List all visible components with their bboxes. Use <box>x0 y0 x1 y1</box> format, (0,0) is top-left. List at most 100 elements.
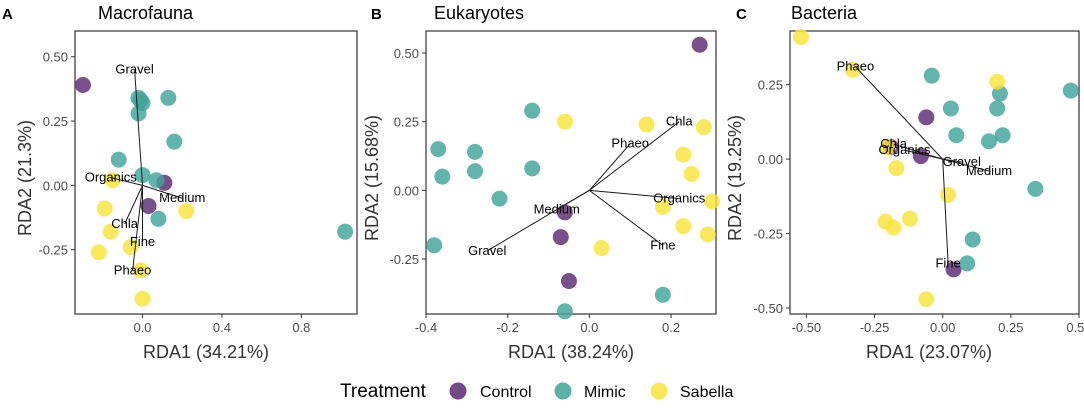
panel-bacteria: C Bacteria RDA2 (19.25%) RDA1 (23.07%) <box>725 3 992 362</box>
vector-organics <box>110 177 143 186</box>
point-sabella <box>888 160 905 177</box>
x-tick-label: -0.2 <box>496 320 518 335</box>
y-tick-label: 0.00 <box>758 152 783 167</box>
y-tick-label: 0.25 <box>394 115 419 130</box>
point-sabella <box>918 291 935 308</box>
point-mimic <box>989 100 1006 117</box>
y-tick-label: 0.00 <box>43 178 68 193</box>
vector-phaeo <box>132 185 144 271</box>
y-tick-label: -0.25 <box>753 227 783 242</box>
point-mimic <box>654 286 671 303</box>
point-control <box>691 36 708 53</box>
point-mimic <box>981 133 998 150</box>
vector-label-chla: Chla <box>880 136 908 151</box>
vector-medium <box>942 158 990 172</box>
point-sabella <box>96 200 113 217</box>
x-tick-label: -0.50 <box>792 320 822 335</box>
point-sabella <box>695 119 712 136</box>
point-control <box>552 229 569 246</box>
point-mimic <box>430 141 447 158</box>
vector-phaeo <box>855 66 944 160</box>
vector-label-chla: Chla <box>666 114 694 129</box>
vector-label-medium: Medium <box>534 202 580 217</box>
point-mimic <box>166 133 183 150</box>
point-sabella <box>132 262 149 279</box>
point-mimic <box>923 67 940 84</box>
point-sabella <box>880 139 897 156</box>
vector-label-phaeo: Phaeo <box>837 59 875 74</box>
point-sabella <box>556 113 573 130</box>
vector-fine <box>589 189 664 246</box>
point-mimic <box>1027 180 1044 197</box>
point-sabella <box>901 210 918 227</box>
plot-area-bacteria: -0.50 -0.25 0.00 0.25 0.50 -0.50 -0.25 0.00 0.25… <box>753 28 1084 335</box>
vector-phaeo <box>589 143 631 191</box>
y-tick-label: -0.25 <box>389 252 419 267</box>
vector-label-fine: Fine <box>130 234 155 249</box>
panel-title: Bacteria <box>791 3 858 23</box>
x-tick-label: 0.8 <box>292 320 310 335</box>
point-mimic <box>1062 82 1079 99</box>
point-mimic <box>556 303 573 320</box>
point-mimic <box>110 151 127 168</box>
vector-chla <box>124 185 143 225</box>
x-axis-label: RDA1 (34.21%) <box>143 342 269 362</box>
vector-label-gravel: Gravel <box>943 154 981 169</box>
point-mimic <box>148 172 165 189</box>
vector-chla <box>589 121 680 191</box>
legend: Treatment Control Mimic Sabella <box>340 381 733 402</box>
point-mimic <box>491 190 508 207</box>
x-axis-label: RDA1 (38.24%) <box>508 342 634 362</box>
point-sabella <box>699 226 716 243</box>
vector-label-fine: Fine <box>935 255 960 270</box>
point-mimic <box>467 163 484 180</box>
vector-label-phaeo: Phaeo <box>611 136 649 151</box>
x-tick-label: 0.0 <box>133 320 151 335</box>
y-axis-label: RDA2 (15.68%) <box>362 115 382 241</box>
y-tick-label: 0.00 <box>394 183 419 198</box>
point-sabella <box>675 146 692 163</box>
y-axis-label: RDA2 (19.25%) <box>725 115 745 241</box>
x-tick-label: 0.2 <box>662 320 680 335</box>
x-tick-label: 0.50 <box>1066 320 1084 335</box>
panel-label: A <box>2 6 13 23</box>
x-tick-label: 0.25 <box>998 320 1023 335</box>
y-tick-label: 0.50 <box>43 50 68 65</box>
point-sabella <box>90 244 107 261</box>
panel-label: C <box>736 6 747 23</box>
legend-swatch-control <box>449 382 467 400</box>
y-tick-label: -0.25 <box>38 243 68 258</box>
vector-label-medium: Medium <box>966 163 1012 178</box>
point-mimic <box>434 168 451 185</box>
point-sabella <box>104 172 121 189</box>
point-control <box>140 197 157 214</box>
point-sabella <box>683 165 700 182</box>
vector-label-fine: Fine <box>650 237 675 252</box>
legend-label-control: Control <box>480 384 532 401</box>
point-control <box>945 261 962 278</box>
panel-eukaryotes: B Eukaryotes RDA2 (15.68%) RDA1 (38.24%) <box>362 3 634 362</box>
vector-label-organics: Organics <box>878 142 931 157</box>
vector-gravel <box>134 69 144 186</box>
point-mimic <box>130 105 147 122</box>
point-sabella <box>792 28 809 45</box>
point-sabella <box>844 61 861 78</box>
point-mimic <box>964 231 981 248</box>
x-axis-label: RDA1 (23.07%) <box>866 342 992 362</box>
point-mimic <box>524 160 541 177</box>
plot-frame <box>74 30 358 315</box>
vector-label-organics: Organics <box>653 191 706 206</box>
point-mimic <box>467 143 484 160</box>
legend-swatch-sabella <box>650 382 668 400</box>
x-tick-label: 0.4 <box>213 320 231 335</box>
plot-frame <box>789 30 1080 315</box>
point-control <box>560 273 577 290</box>
legend-label-sabella: Sabella <box>680 384 733 401</box>
point-sabella <box>654 198 671 215</box>
x-tick-label: 0.0 <box>580 320 598 335</box>
point-control <box>912 148 929 165</box>
legend-swatch-mimic <box>554 382 572 400</box>
panel-title: Eukaryotes <box>434 3 524 23</box>
y-axis-label: RDA2 (21.3%) <box>15 120 35 236</box>
